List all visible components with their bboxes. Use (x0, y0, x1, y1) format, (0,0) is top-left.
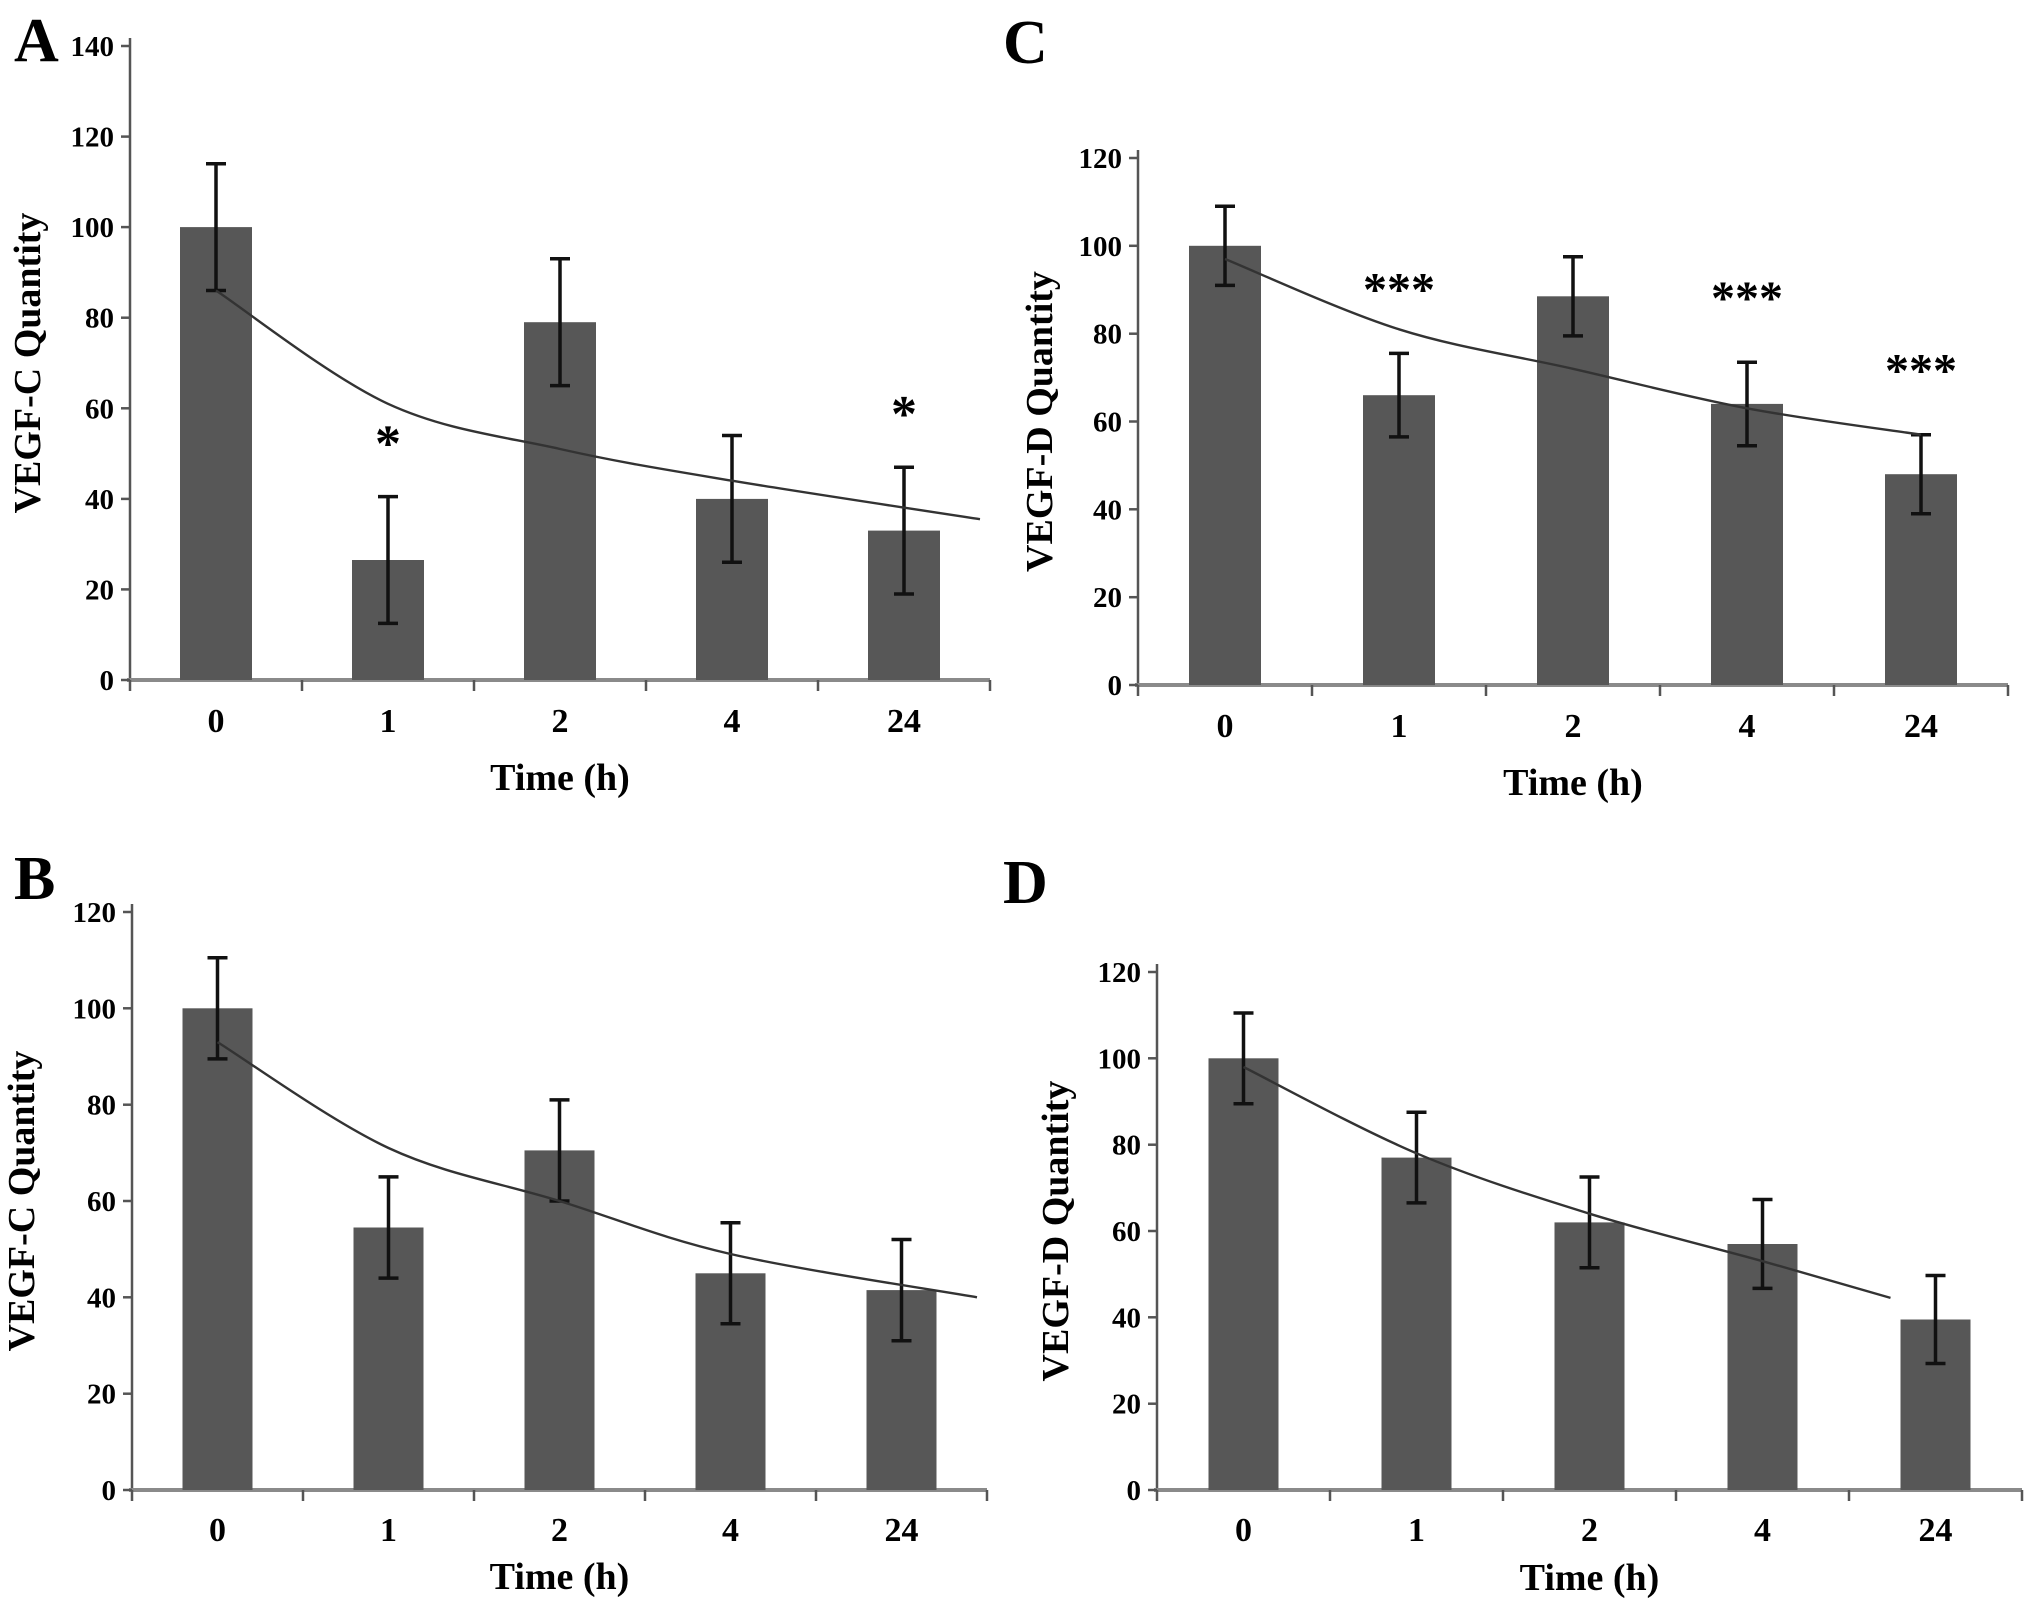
x-category-label: 2 (552, 703, 569, 740)
panel-d-label: D (1003, 849, 1048, 917)
x-axis-title: Time (h) (1520, 1557, 1660, 1599)
y-tick-label: 60 (1093, 407, 1122, 439)
y-tick-label: 120 (1079, 143, 1123, 175)
y-tick-label: 0 (1127, 1475, 1142, 1507)
y-tick-label: 0 (1108, 670, 1123, 702)
bar-0h (182, 1008, 253, 1490)
x-category-label: 24 (1919, 1512, 1953, 1549)
y-tick-label: 20 (1093, 582, 1122, 614)
x-category-label: 24 (1904, 708, 1938, 745)
x-category-label: 24 (887, 703, 921, 740)
y-tick-label: 60 (1112, 1216, 1141, 1248)
x-axis-title: Time (h) (490, 757, 630, 799)
y-tick-label: 100 (71, 212, 115, 244)
y-tick-label: 100 (73, 993, 117, 1025)
y-tick-label: 20 (1112, 1389, 1141, 1421)
y-tick-label: 80 (85, 303, 114, 335)
bar-4h (1711, 403, 1783, 685)
y-tick-label: 0 (100, 665, 115, 697)
bar-0h (180, 227, 252, 680)
y-tick-label: 120 (71, 122, 115, 154)
bar-0h (1208, 1058, 1279, 1490)
significance-star: *** (1711, 272, 1783, 325)
trend-line (215, 289, 981, 521)
y-axis-title: VEGF-D Quantity (1035, 1081, 1077, 1382)
y-tick-label: 140 (71, 31, 115, 63)
y-tick-label: 40 (87, 1282, 116, 1314)
y-tick-label: 20 (85, 574, 114, 606)
panel-b-label: B (14, 845, 56, 913)
trend-line (1242, 1065, 1891, 1300)
bar-1h (1363, 395, 1435, 686)
significance-star: * (891, 386, 917, 443)
y-tick-label: 40 (1112, 1302, 1141, 1334)
bar-0h (1189, 245, 1261, 686)
y-axis-title: VEGF-C Quantity (7, 213, 49, 514)
y-axis-title: VEGF-D Quantity (1019, 271, 1061, 572)
x-category-label: 2 (1581, 1512, 1598, 1549)
significance-star: *** (1363, 263, 1435, 316)
y-tick-label: 120 (73, 897, 117, 929)
x-category-label: 0 (1235, 1512, 1252, 1549)
y-tick-label: 60 (87, 1186, 116, 1218)
x-axis-title: Time (h) (1503, 762, 1643, 804)
x-category-label: 1 (380, 1512, 397, 1549)
y-tick-label: 80 (1093, 319, 1122, 351)
x-category-label: 1 (1408, 1512, 1425, 1549)
y-tick-label: 40 (85, 484, 114, 516)
y-tick-label: 100 (1079, 231, 1123, 263)
x-category-label: 4 (724, 703, 741, 740)
x-category-label: 1 (1391, 708, 1408, 745)
y-tick-label: 80 (87, 1090, 116, 1122)
y-tick-label: 120 (1098, 957, 1142, 989)
x-category-label: 2 (551, 1512, 568, 1549)
y-tick-label: 20 (87, 1379, 116, 1411)
x-category-label: 4 (1754, 1512, 1771, 1549)
y-axis-title: VEGF-C Quantity (1, 1051, 43, 1352)
x-category-label: 4 (1739, 708, 1756, 745)
significance-star: *** (1885, 345, 1957, 398)
panel-c-label: C (1003, 9, 1048, 77)
bar-1h (1381, 1157, 1452, 1490)
y-tick-label: 0 (102, 1475, 117, 1507)
y-tick-label: 60 (85, 393, 114, 425)
trend-line (216, 1041, 978, 1299)
significance-star: * (375, 416, 401, 473)
panel-a-label: A (14, 7, 59, 75)
x-category-label: 0 (208, 703, 225, 740)
bar-2h (1537, 296, 1609, 685)
x-category-label: 1 (380, 703, 397, 740)
y-tick-label: 80 (1112, 1130, 1141, 1162)
x-category-label: 0 (1217, 708, 1234, 745)
x-category-label: 0 (209, 1512, 226, 1549)
y-tick-label: 40 (1093, 494, 1122, 526)
trend-line (1224, 257, 1922, 436)
x-category-label: 2 (1565, 708, 1582, 745)
x-category-label: 4 (722, 1512, 739, 1549)
x-axis-title: Time (h) (490, 1556, 630, 1598)
bar-2h (524, 1150, 595, 1490)
y-tick-label: 100 (1098, 1043, 1142, 1075)
x-category-label: 24 (885, 1512, 919, 1549)
